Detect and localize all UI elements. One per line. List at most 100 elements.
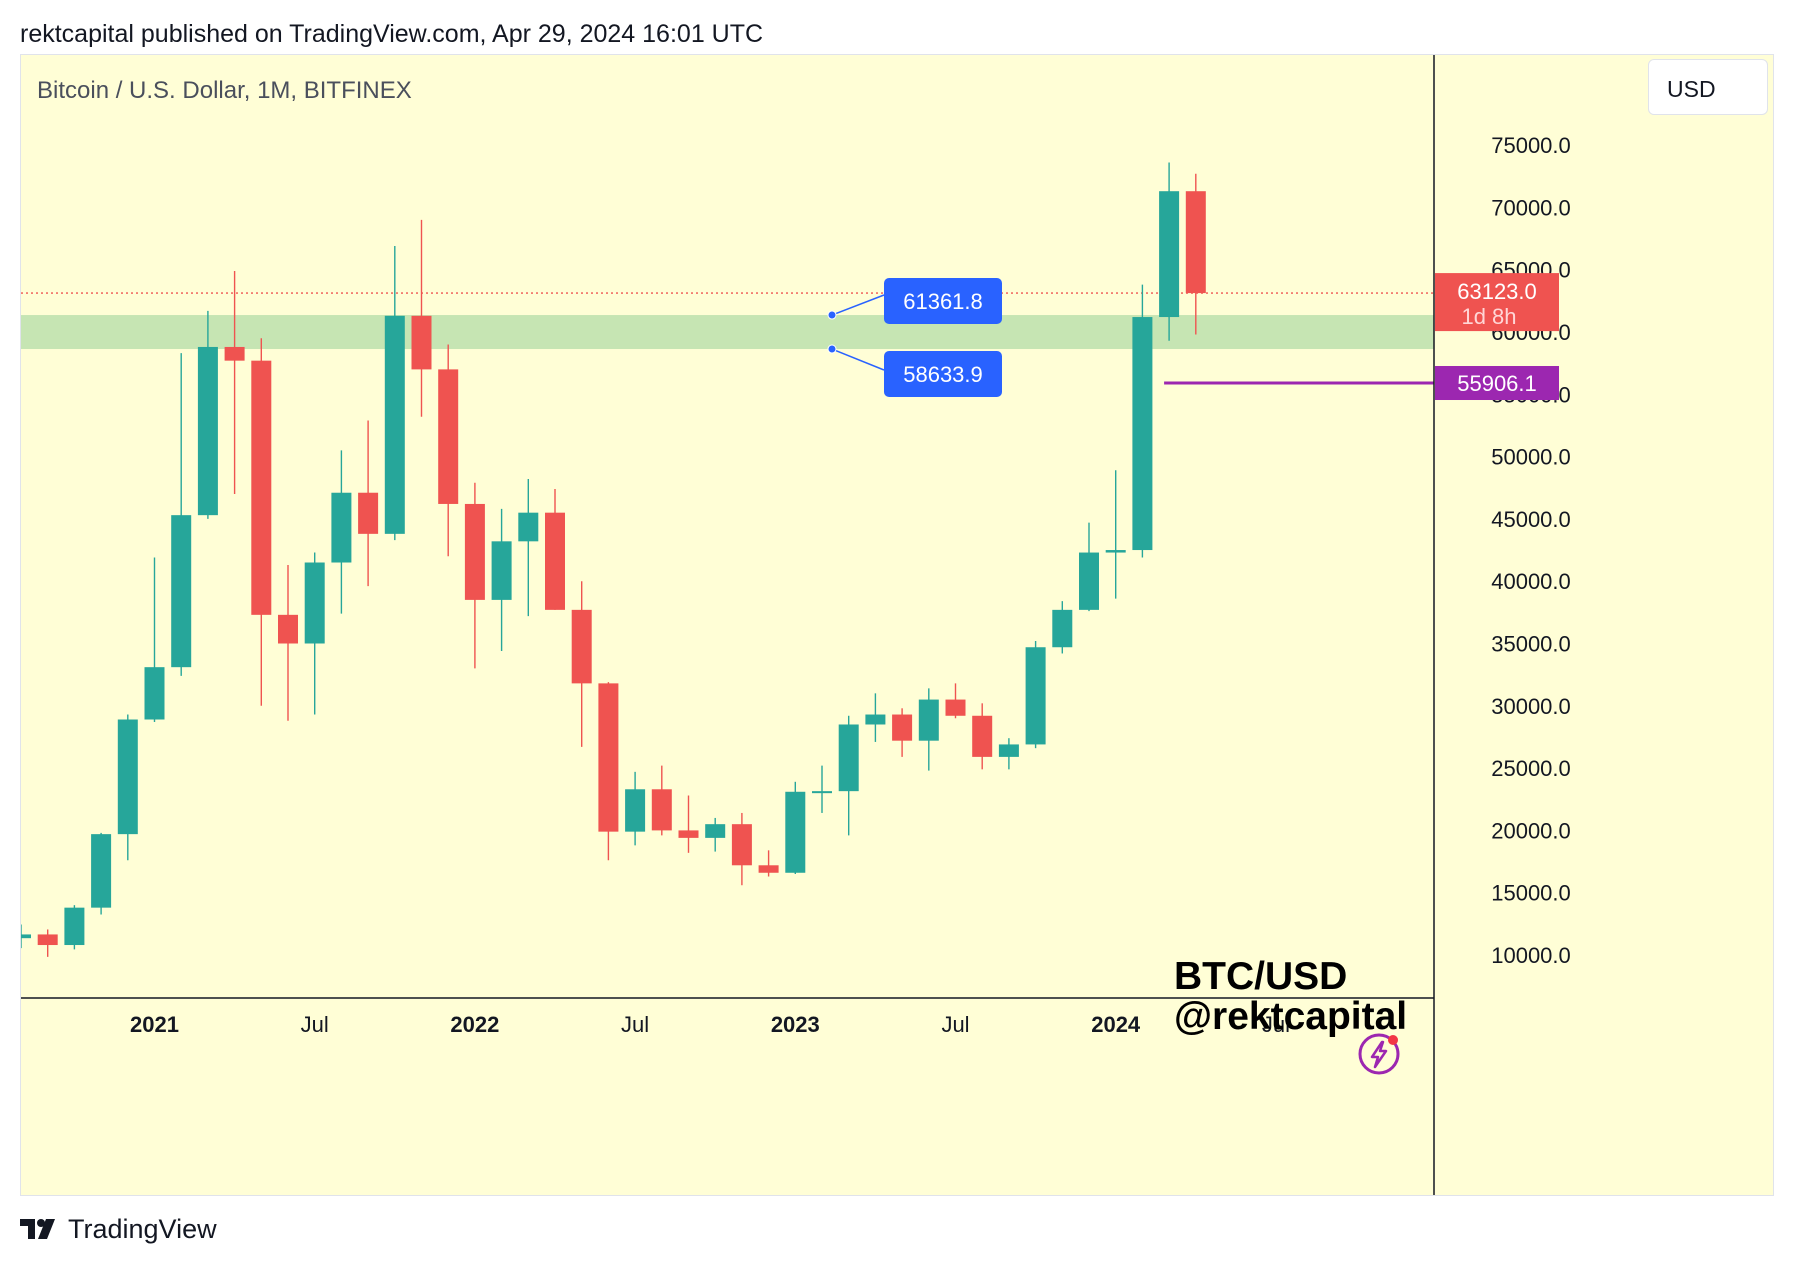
candle[interactable]: [1185, 173, 1206, 335]
candle[interactable]: [865, 693, 886, 742]
candle[interactable]: [358, 420, 379, 587]
time-tick-label: 2021: [130, 1012, 179, 1037]
candle[interactable]: [918, 688, 939, 771]
symbol-title: Bitcoin / U.S. Dollar, 1M, BITFINEX: [37, 77, 412, 104]
price-tick-label: 10000.0: [1491, 943, 1571, 968]
candle[interactable]: [384, 246, 405, 541]
candle[interactable]: [705, 817, 726, 852]
candle-body: [705, 824, 726, 838]
candle-body: [571, 609, 592, 684]
candle-body: [972, 715, 993, 757]
chart-container[interactable]: 61361.8 58633.9 10000.0 15000.0 20000.0 2500…: [20, 54, 1774, 1196]
candle[interactable]: [1105, 470, 1126, 599]
marker-price-value: 55906.1: [1457, 371, 1537, 396]
candle[interactable]: [892, 708, 913, 757]
candle-body: [998, 744, 1019, 757]
candle-body: [37, 934, 58, 946]
candle-body: [91, 834, 112, 908]
callout-label: 61361.8: [903, 289, 983, 314]
candle[interactable]: [464, 482, 485, 669]
candle[interactable]: [21, 924, 31, 949]
candle-body: [678, 830, 699, 838]
candle-body: [171, 515, 192, 668]
candle-body: [251, 360, 272, 615]
lightning-icon[interactable]: [1355, 1030, 1403, 1078]
candle-body: [331, 492, 352, 563]
chart-canvas[interactable]: 61361.8 58633.9 10000.0 15000.0 20000.0 2500…: [21, 55, 1774, 1196]
candle[interactable]: [37, 929, 58, 957]
tradingview-logo: TradingView: [20, 1212, 217, 1246]
candle[interactable]: [625, 771, 646, 846]
candle-body: [411, 315, 432, 370]
candle[interactable]: [598, 682, 619, 861]
candle-countdown: 1d 8h: [1461, 304, 1516, 329]
candle[interactable]: [64, 905, 85, 950]
author-watermark: BTC/USD @rektcapital: [1174, 957, 1407, 1037]
candle[interactable]: [758, 850, 779, 877]
candle[interactable]: [411, 219, 432, 417]
candle-body: [1132, 317, 1153, 551]
candle-body: [491, 541, 512, 600]
time-tick-label: 2023: [771, 1012, 820, 1037]
candle[interactable]: [197, 310, 218, 519]
candle-body: [21, 934, 31, 939]
candle[interactable]: [571, 581, 592, 747]
candle[interactable]: [545, 488, 565, 610]
candle[interactable]: [838, 715, 859, 836]
zone-price-callout[interactable]: 61361.8: [827, 278, 1002, 324]
currency-button[interactable]: USD: [1648, 59, 1768, 115]
candle[interactable]: [144, 557, 165, 722]
zone-price-callout[interactable]: 58633.9: [827, 344, 1002, 397]
candle[interactable]: [651, 765, 672, 836]
candle[interactable]: [678, 795, 699, 853]
marker-price-label-bg: [1435, 366, 1559, 401]
candle[interactable]: [224, 270, 245, 494]
tradingview-brand: TradingView: [68, 1213, 217, 1244]
candle-body: [117, 719, 138, 835]
candle[interactable]: [491, 508, 512, 651]
candle-body: [865, 714, 886, 725]
candle[interactable]: [117, 714, 138, 861]
candle-body: [278, 614, 298, 644]
candle-body: [1079, 552, 1099, 610]
candle-body: [731, 824, 752, 866]
candle-body: [64, 907, 85, 946]
candle[interactable]: [972, 703, 993, 770]
candle[interactable]: [731, 812, 752, 886]
candle[interactable]: [1025, 641, 1046, 749]
support-zone: [21, 315, 1434, 350]
candle-body: [518, 512, 539, 542]
price-tick-label: 70000.0: [1491, 195, 1571, 220]
candle[interactable]: [812, 765, 832, 813]
candle[interactable]: [331, 450, 352, 614]
callout-connector: [831, 348, 885, 371]
candle[interactable]: [304, 552, 325, 715]
candle[interactable]: [945, 683, 966, 719]
candle[interactable]: [518, 479, 539, 617]
candle[interactable]: [1052, 601, 1073, 654]
candle-body: [625, 789, 646, 832]
callout-anchor: [827, 344, 837, 354]
candle[interactable]: [278, 565, 298, 721]
candle[interactable]: [1159, 162, 1180, 341]
candle-body: [945, 699, 966, 716]
candle[interactable]: [438, 344, 459, 557]
candle-body: [1025, 647, 1046, 745]
candle-body: [304, 562, 325, 644]
price-tick-label: 40000.0: [1491, 569, 1571, 594]
candle[interactable]: [785, 781, 806, 875]
candle[interactable]: [251, 338, 272, 706]
time-tick-label: 2024: [1091, 1012, 1141, 1037]
candle[interactable]: [998, 738, 1019, 770]
last-price-label-bg: [1435, 273, 1559, 332]
candle[interactable]: [171, 353, 192, 676]
publish-header: rektcapital published on TradingView.com…: [20, 20, 764, 48]
candle[interactable]: [91, 832, 112, 915]
candle[interactable]: [1079, 522, 1099, 612]
candle-body: [144, 667, 165, 720]
last-price-label: 63123.01d 8h: [1435, 273, 1559, 332]
candle[interactable]: [1132, 284, 1153, 558]
candle-body: [918, 699, 939, 741]
watermark-symbol: BTC/USD: [1174, 955, 1348, 998]
candle-body: [438, 369, 459, 504]
